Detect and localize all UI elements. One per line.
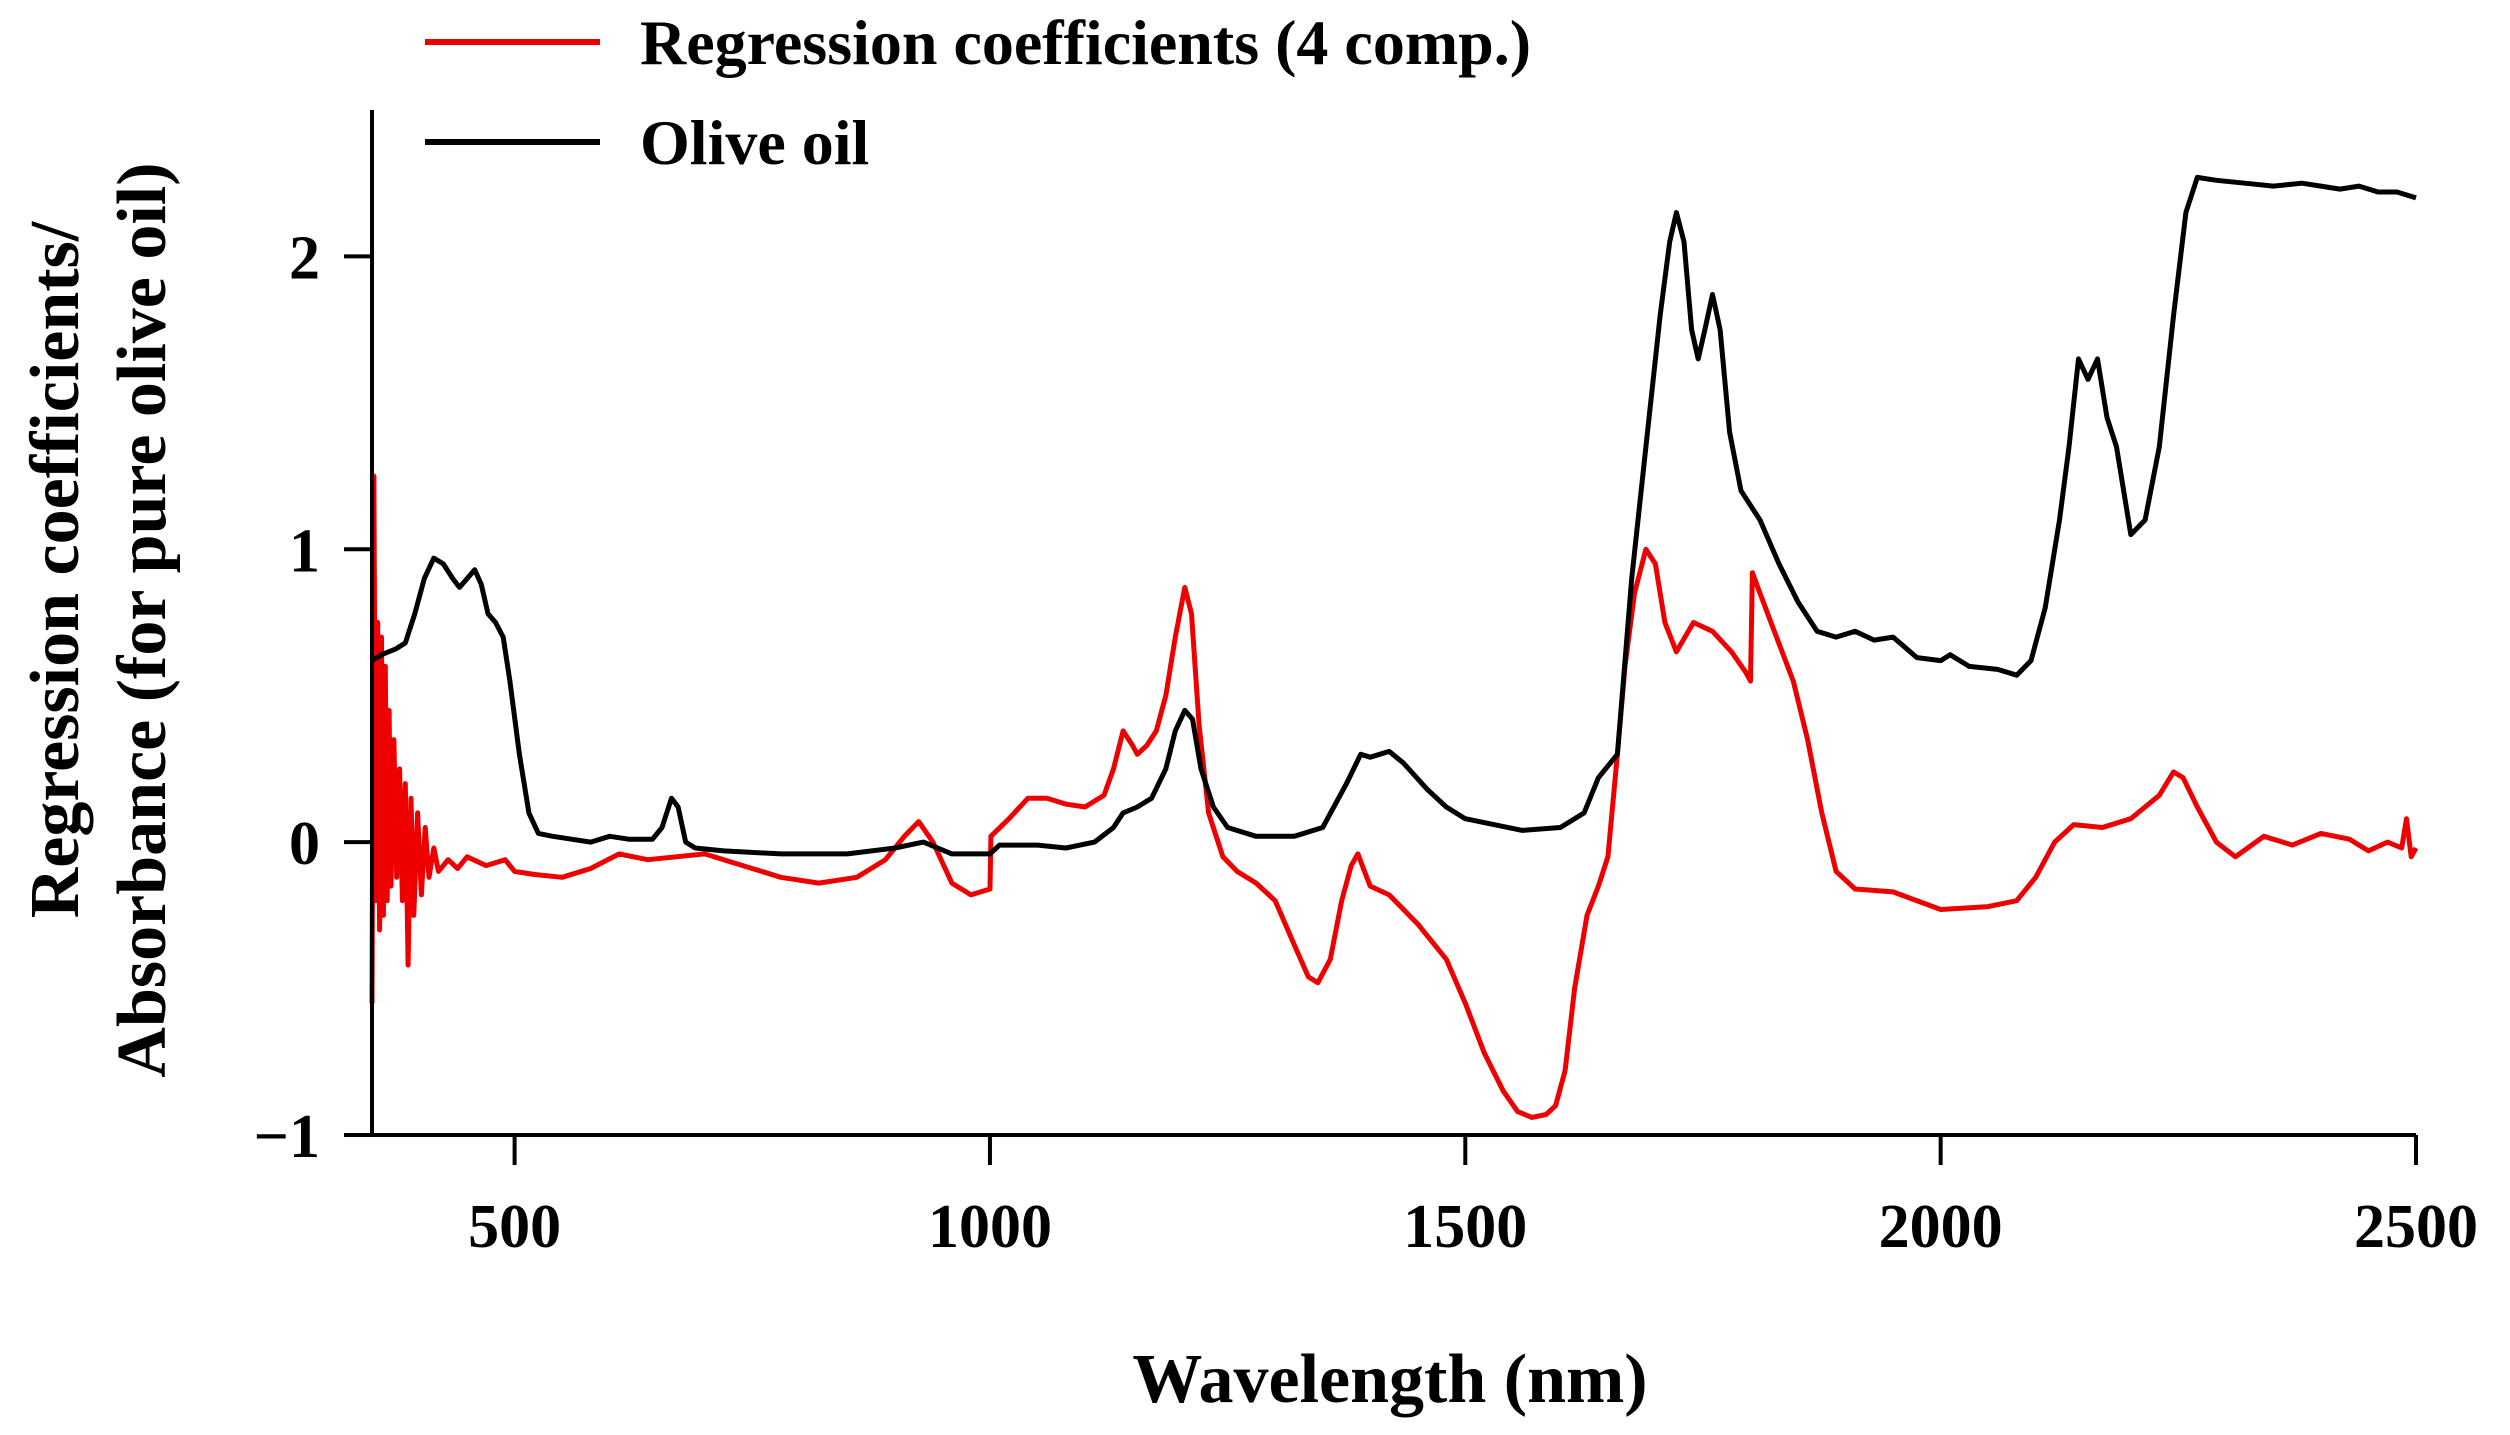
x-tick-label: 1000	[928, 1193, 1052, 1261]
x-tick-label: 500	[468, 1193, 561, 1261]
x-tick-label: 2500	[2354, 1193, 2478, 1261]
y-axis-title-line1: Regression coefficients/	[17, 220, 94, 918]
legend: Regression coefficients (4 comp.) Olive …	[425, 7, 1531, 178]
x-tick-label: 1500	[1403, 1193, 1527, 1261]
olive-oil-line	[370, 174, 2417, 857]
series-layer	[369, 174, 2419, 1120]
y-tick-label: 2	[289, 224, 320, 292]
legend-label-regression: Regression coefficients (4 comp.)	[640, 7, 1531, 78]
x-axis-title: Wavelength (nm)	[1132, 1341, 1647, 1418]
legend-label-olive-oil: Olive oil	[640, 107, 869, 178]
y-tick-label: 1	[289, 517, 320, 585]
y-tick-label: −1	[254, 1103, 320, 1171]
y-axis-title-line2: Absorbance (for pure olive oil)	[104, 162, 181, 1077]
y-tick-label: 0	[289, 810, 320, 878]
regression-coefficients-line	[369, 473, 2419, 1120]
x-tick-label: 2000	[1879, 1193, 2003, 1261]
